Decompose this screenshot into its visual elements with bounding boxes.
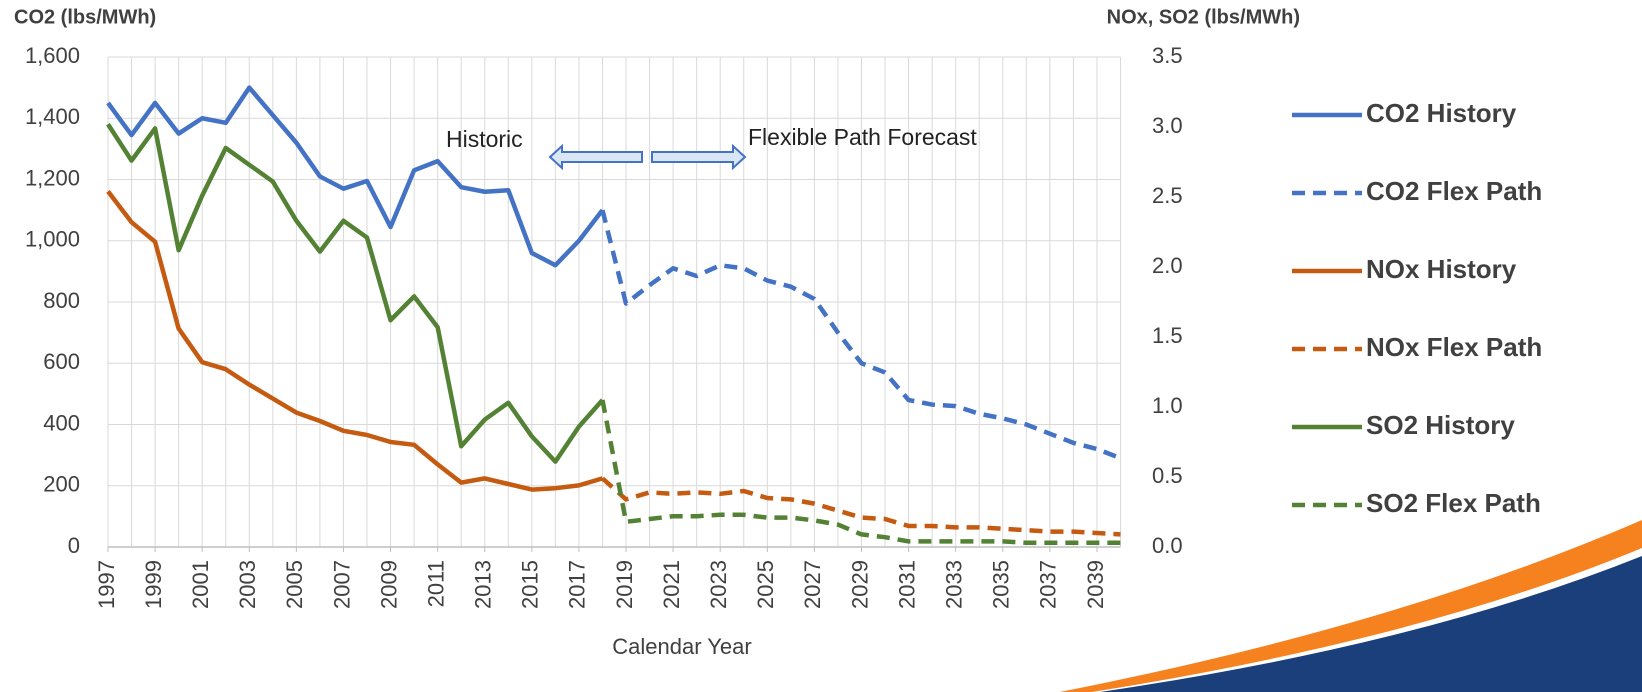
y-tick-label: 200 [43,472,80,497]
y-tick-label: 1,200 [25,165,80,190]
x-tick-label: 2021 [659,560,684,609]
y-tick-label: 600 [43,349,80,374]
y2-tick-label: 0.0 [1152,533,1183,558]
x-tick-label: 2005 [282,560,307,609]
arrow-left [548,143,643,171]
x-tick-label: 2039 [1083,560,1108,609]
x-tick-label: 2033 [941,560,966,609]
x-tick-label: 2003 [235,560,260,609]
legend-label: SO2 History [1366,410,1515,440]
x-axis-title: Calendar Year [612,634,751,659]
x-tick-label: 2011 [423,560,448,607]
legend-label: SO2 Flex Path [1366,488,1541,518]
y-tick-label: 800 [43,288,80,313]
legend-label: NOx Flex Path [1366,332,1542,362]
y-tick-label: 0 [68,533,80,558]
series-line [600,399,1121,546]
x-tick-label: 2037 [1036,560,1061,609]
series-line [600,209,1122,461]
legend-label: CO2 History [1366,98,1517,128]
x-tick-label: 2027 [800,560,825,609]
x-tick-label: 1997 [94,560,119,609]
y-tick-label: 400 [43,410,80,435]
x-tick-label: 2015 [518,560,543,609]
legend-label: NOx History [1366,254,1517,284]
decor-navy [1100,556,1642,692]
series-line [106,122,605,464]
series-line [600,476,1121,537]
y2-tick-label: 3.5 [1152,43,1183,68]
x-tick-label: 2013 [471,560,496,609]
x-tick-label: 2007 [329,560,354,609]
x-tick-label: 2019 [612,560,637,609]
arrow-right [651,143,747,171]
x-tick-label: 2023 [706,560,731,609]
y-tick-label: 1,600 [25,43,80,68]
series-line [106,190,604,492]
y2-axis-title: NOx, SO2 (lbs/MWh) [1107,6,1300,28]
y2-tick-label: 3.0 [1152,113,1183,138]
x-tick-label: 2009 [376,560,401,609]
y-tick-label: 1,400 [25,104,80,129]
y2-tick-label: 2.5 [1152,183,1183,208]
x-tick-label: 2025 [753,560,778,609]
x-tick-label: 2035 [989,560,1014,609]
x-tick-label: 2017 [565,560,590,609]
y2-tick-label: 1.5 [1152,323,1183,348]
x-tick-label: 2001 [188,560,213,609]
annotation: Flexible Path Forecast [748,124,977,150]
y-axis-title: CO2 (lbs/MWh) [14,6,156,28]
annotation: Historic [446,126,523,152]
y2-tick-label: 2.0 [1152,253,1183,278]
y-tick-label: 1,000 [25,227,80,252]
legend-label: CO2 Flex Path [1366,176,1542,206]
x-tick-label: 2031 [894,560,919,609]
x-tick-label: 2029 [847,560,872,609]
y2-tick-label: 0.5 [1152,463,1183,488]
y2-tick-label: 1.0 [1152,393,1183,418]
x-tick-label: 1999 [141,560,166,609]
series-line [106,85,605,268]
